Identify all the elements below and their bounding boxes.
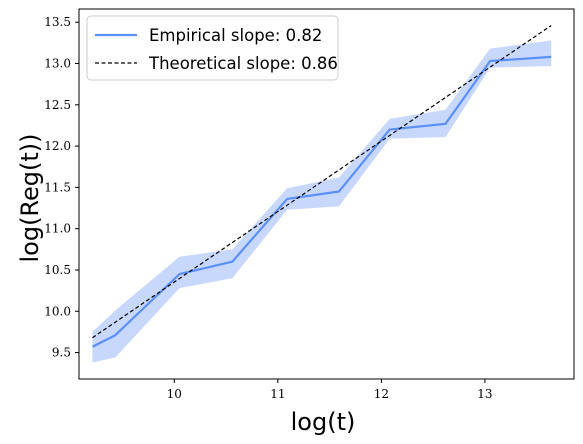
- y-tick-label: 13.0: [44, 57, 71, 71]
- legend-label-empirical: Empirical slope: 0.82: [149, 26, 322, 45]
- legend: Empirical slope: 0.82 Theoretical slope:…: [86, 15, 339, 81]
- y-tick-label: 13.5: [44, 15, 71, 29]
- y-tick-label: 10.0: [44, 304, 71, 318]
- confidence-band-layer: [92, 40, 552, 363]
- y-tick-label: 12.0: [44, 139, 71, 153]
- legend-label-theoretical: Theoretical slope: 0.86: [148, 54, 338, 73]
- tick-layer: 10 11 12 13 9.5 10.0 10.5 11.0 11.5 12.0 12.5 13.0 1…: [44, 15, 492, 401]
- x-axis-label: log(t): [291, 408, 356, 436]
- series-line-layer: [91, 25, 552, 348]
- y-tick-label: 12.5: [44, 98, 71, 112]
- empirical-series-line: [91, 55, 552, 348]
- plot-frame: [78, 8, 575, 380]
- y-tick-label: 11.5: [44, 180, 71, 194]
- y-tick-label: 10.5: [44, 263, 71, 277]
- y-tick-label: 11.0: [44, 222, 71, 236]
- legend-box: [86, 15, 339, 81]
- x-tick-label: 12: [374, 387, 389, 401]
- x-tick-label: 10: [167, 387, 182, 401]
- x-tick-label: 13: [477, 387, 492, 401]
- empirical-confidence-band: [92, 40, 552, 363]
- theoretical-series-line: [92, 25, 552, 339]
- x-tick-label: 11: [270, 387, 285, 401]
- y-axis-label: log(Reg(t)): [16, 133, 44, 262]
- y-tick-label: 9.5: [52, 346, 71, 360]
